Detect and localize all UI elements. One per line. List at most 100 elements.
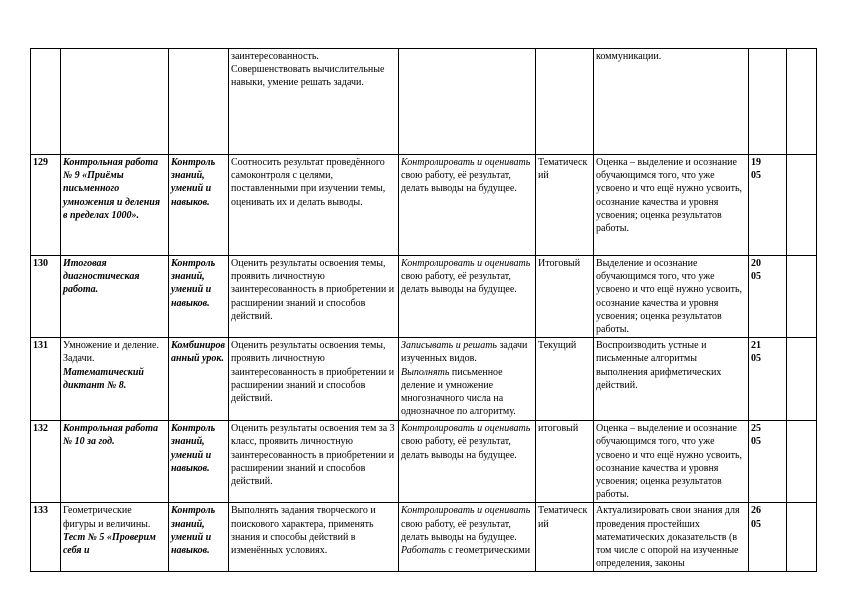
- cell-control-type: [535, 48, 594, 155]
- cell-lesson-topic: Контрольная работа № 9 «Приёмы письменно…: [60, 154, 169, 256]
- cell-meta-results: Оценка – выделение и осознание обучающим…: [593, 420, 749, 504]
- cell-activity: Записывать и решать задачи изученных вид…: [398, 337, 536, 422]
- lesson-plan-table: заинтересованность. Совершенствовать вычи…: [30, 48, 817, 573]
- cell-lesson-type: Контроль знаний, умений и навыков.: [168, 154, 229, 256]
- cell-text: свою работу, её результат, делать выводы…: [401, 170, 517, 195]
- table-row: заинтересованность. Совершенствовать вычи…: [30, 48, 817, 155]
- cell-control-type: Итоговый: [535, 254, 594, 339]
- cell-text: Записывать и решать: [401, 340, 497, 352]
- cell-text: 25: [751, 423, 761, 435]
- cell-text: Контролировать и оценивать: [401, 423, 531, 435]
- cell-text: 133: [33, 505, 48, 517]
- cell-text: 21: [751, 340, 761, 352]
- cell-lesson-number: 133: [30, 502, 61, 573]
- cell-notes: [786, 254, 817, 339]
- cell-text: Контролировать и оценивать: [401, 157, 531, 168]
- cell-notes: [786, 337, 817, 422]
- cell-text: 05: [751, 436, 761, 448]
- cell-text: письменное деление и умножение многознач…: [401, 366, 516, 418]
- cell-control-type: Тематический: [535, 154, 594, 256]
- cell-text: Контролировать и оценивать: [401, 258, 531, 269]
- cell-text: Контролировать и оценивать: [401, 505, 531, 517]
- cell-text: Контрольная работа № 10 за год.: [63, 423, 159, 448]
- cell-text: Совершенствовать вычислительные навыки, …: [231, 64, 385, 89]
- cell-activity: Контролировать и оценивать свою работу, …: [398, 502, 536, 573]
- cell-lesson-number: 132: [30, 420, 61, 504]
- cell-text: Оценить результаты освоения темы, прояви…: [231, 340, 395, 405]
- cell-lesson-type: Контроль знаний, умений и навыков.: [168, 254, 229, 339]
- cell-text: Тест № 5 «Проверим себя и: [63, 531, 156, 557]
- cell-text: свою работу, её результат, делать выводы…: [401, 518, 517, 543]
- cell-date: 26 05: [748, 502, 787, 573]
- cell-text: Оценить результаты освоения тем за 3 кла…: [231, 423, 395, 488]
- cell-text: Комбинированный урок.: [171, 340, 226, 365]
- cell-lesson-topic: Контрольная работа № 10 за год.: [60, 420, 169, 504]
- cell-personal-results: Выполнять задания творческого и поисково…: [228, 502, 399, 573]
- cell-control-type: Тематический: [535, 502, 594, 573]
- cell-notes: [786, 154, 817, 256]
- cell-text: Контроль знаний, умений и навыков.: [171, 505, 216, 557]
- cell-text: Оценить результаты освоения темы, прояви…: [231, 258, 395, 322]
- cell-lesson-topic: Итоговая диагностическая работа.: [60, 254, 169, 339]
- cell-text: Выполнять: [401, 366, 450, 378]
- cell-lesson-number: 131: [30, 337, 61, 422]
- table-row: 130 Итоговая диагностическая работа. Контр…: [30, 254, 817, 339]
- cell-activity: [398, 48, 536, 155]
- cell-text: Контрольная работа № 9 «Приёмы письменно…: [63, 157, 160, 221]
- cell-personal-results: Оценить результаты освоения тем за 3 кла…: [228, 420, 399, 504]
- cell-lesson-number: 129: [30, 154, 61, 256]
- cell-lesson-topic: Умножение и деление. Задачи. Математическ…: [60, 337, 169, 422]
- cell-lesson-topic: [60, 48, 169, 155]
- cell-text: Тематический: [538, 157, 588, 182]
- cell-notes: [786, 420, 817, 504]
- cell-text: 132: [33, 423, 48, 435]
- table-row: 131 Умножение и деление. Задачи. Математич…: [30, 337, 817, 422]
- cell-text: свою работу, её результат, делать выводы…: [401, 271, 517, 296]
- cell-lesson-topic: Геометрические фигуры и величины. Тест № …: [60, 502, 169, 573]
- cell-text: 19: [751, 157, 761, 168]
- cell-text: Тематический: [538, 505, 588, 530]
- cell-text: 130: [33, 258, 48, 269]
- cell-activity: Контролировать и оценивать свою работу, …: [398, 254, 536, 339]
- cell-control-type: Текущий: [535, 337, 594, 422]
- cell-text: свою работу, её результат, делать выводы…: [401, 436, 517, 461]
- cell-date: [748, 48, 787, 155]
- cell-text: 129: [33, 157, 48, 168]
- cell-text: Оценка – выделение и осознание обучающим…: [596, 157, 743, 235]
- cell-text: Контроль знаний, умений и навыков.: [171, 423, 216, 474]
- cell-meta-results: коммуникации.: [593, 48, 749, 155]
- table-row: 132 Контрольная работа № 10 за год. Контро…: [30, 420, 817, 504]
- cell-activity: Контролировать и оценивать свою работу, …: [398, 420, 536, 504]
- cell-date: 19 05: [748, 154, 787, 256]
- cell-text: Работать: [401, 545, 446, 557]
- cell-lesson-type: Комбинированный урок.: [168, 337, 229, 422]
- cell-lesson-type: Контроль знаний, умений и навыков.: [168, 420, 229, 504]
- cell-control-type: итоговый: [535, 420, 594, 504]
- table-row: 129 Контрольная работа № 9 «Приёмы письме…: [30, 154, 817, 256]
- cell-text: Оценка – выделение и осознание обучающим…: [596, 423, 743, 501]
- cell-lesson-type: Контроль знаний, умений и навыков.: [168, 502, 229, 573]
- cell-text: Умножение и деление. Задачи.: [63, 340, 159, 365]
- cell-text: 05: [751, 271, 761, 283]
- cell-text: Математический диктант № 8.: [63, 366, 144, 391]
- cell-text: Итоговая диагностическая работа.: [63, 258, 140, 296]
- cell-text: итоговый: [538, 423, 579, 435]
- cell-text: 05: [751, 518, 761, 530]
- cell-text: с геометрическими: [445, 545, 531, 557]
- cell-personal-results: Соотносить результат проведённого самоко…: [228, 154, 399, 256]
- cell-meta-results: Выделение и осознание обучающимся того, …: [593, 254, 749, 339]
- cell-meta-results: Актуализировать свои знания для проведен…: [593, 502, 749, 573]
- cell-text: коммуникации.: [596, 51, 662, 62]
- cell-text: 131: [33, 340, 48, 352]
- cell-text: 05: [751, 170, 761, 182]
- cell-text: Геометрические фигуры и величины.: [63, 505, 151, 530]
- cell-text: 20: [751, 258, 761, 269]
- cell-text: Выполнять задания творческого и поисково…: [231, 505, 376, 557]
- cell-text: Воспроизводить устные и письменные алгор…: [596, 340, 722, 391]
- cell-personal-results: Оценить результаты освоения темы, прояви…: [228, 254, 399, 339]
- cell-text: Контроль знаний, умений и навыков.: [171, 258, 216, 309]
- cell-notes: [786, 48, 817, 155]
- cell-text: Актуализировать свои знания для проведен…: [596, 505, 740, 570]
- cell-meta-results: Оценка – выделение и осознание обучающим…: [593, 154, 749, 256]
- cell-text: Соотносить результат проведённого самоко…: [231, 157, 386, 208]
